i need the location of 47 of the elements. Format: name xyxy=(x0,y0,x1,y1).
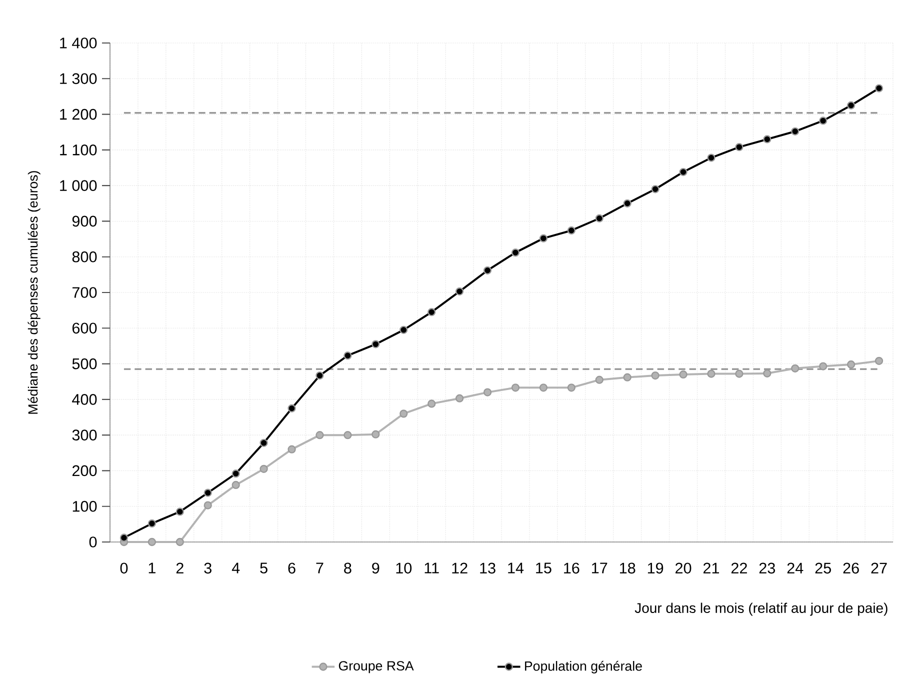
y-tick-label: 100 xyxy=(72,500,97,512)
x-tick-label: 2 xyxy=(176,562,184,574)
x-tick-label: 12 xyxy=(452,562,468,574)
x-tick-label: 22 xyxy=(731,562,747,574)
y-tick-label: 300 xyxy=(72,430,97,440)
legend-label: Groupe RSA xyxy=(338,661,414,674)
x-tick-label: 10 xyxy=(396,562,412,574)
legend-label: Population générale xyxy=(525,660,642,674)
y-axis-title: Médiane des dépenses cumulées (euros) xyxy=(28,171,40,414)
x-tick-label: 5 xyxy=(260,562,268,574)
x-tick-label: 26 xyxy=(843,562,859,574)
y-tick-label: 500 xyxy=(72,358,97,370)
y-tick-label: 900 xyxy=(72,216,97,227)
x-tick-label: 16 xyxy=(564,562,580,574)
y-tick-label: 1 400 xyxy=(60,38,97,48)
x-tick-label: 1 xyxy=(148,562,156,574)
y-tick-label: 600 xyxy=(72,322,97,334)
x-tick-label: 14 xyxy=(508,562,524,574)
x-tick-label: 13 xyxy=(480,562,496,574)
y-tick-label: 800 xyxy=(72,251,97,262)
y-tick-label: 200 xyxy=(72,465,97,476)
x-tick-label: 11 xyxy=(424,562,439,574)
x-tick-label: 24 xyxy=(787,562,804,574)
x-tick-label: 7 xyxy=(316,562,324,574)
x-tick-label: 23 xyxy=(759,562,776,574)
x-tick-label: 6 xyxy=(288,562,296,574)
y-tick-label: 1 200 xyxy=(60,108,97,120)
x-tick-label: 9 xyxy=(372,562,380,574)
y-tick-label: 1 100 xyxy=(60,144,97,156)
x-tick-label: 8 xyxy=(344,562,352,574)
x-tick-label: 21 xyxy=(703,562,720,574)
x-tick-label: 20 xyxy=(676,562,692,574)
y-tick-label: 1 000 xyxy=(60,180,97,191)
x-tick-label: 3 xyxy=(204,562,212,574)
x-tick-label: 17 xyxy=(592,562,608,574)
x-tick-label: 25 xyxy=(815,562,831,574)
x-tick-label: 18 xyxy=(620,562,636,574)
x-tick-label: 27 xyxy=(871,562,887,574)
y-tick-label: 400 xyxy=(72,394,97,405)
x-tick-label: 4 xyxy=(232,562,240,574)
x-tick-label: 15 xyxy=(536,562,552,574)
y-tick-label: 1 300 xyxy=(60,73,97,84)
x-axis-title: Jour dans le mois (relatif au jour de paie) xyxy=(634,602,888,616)
x-tick-label: 19 xyxy=(648,562,664,574)
y-tick-label: 700 xyxy=(72,287,97,298)
y-tick-label: 0 xyxy=(89,536,97,548)
x-tick-label: 0 xyxy=(120,562,128,574)
